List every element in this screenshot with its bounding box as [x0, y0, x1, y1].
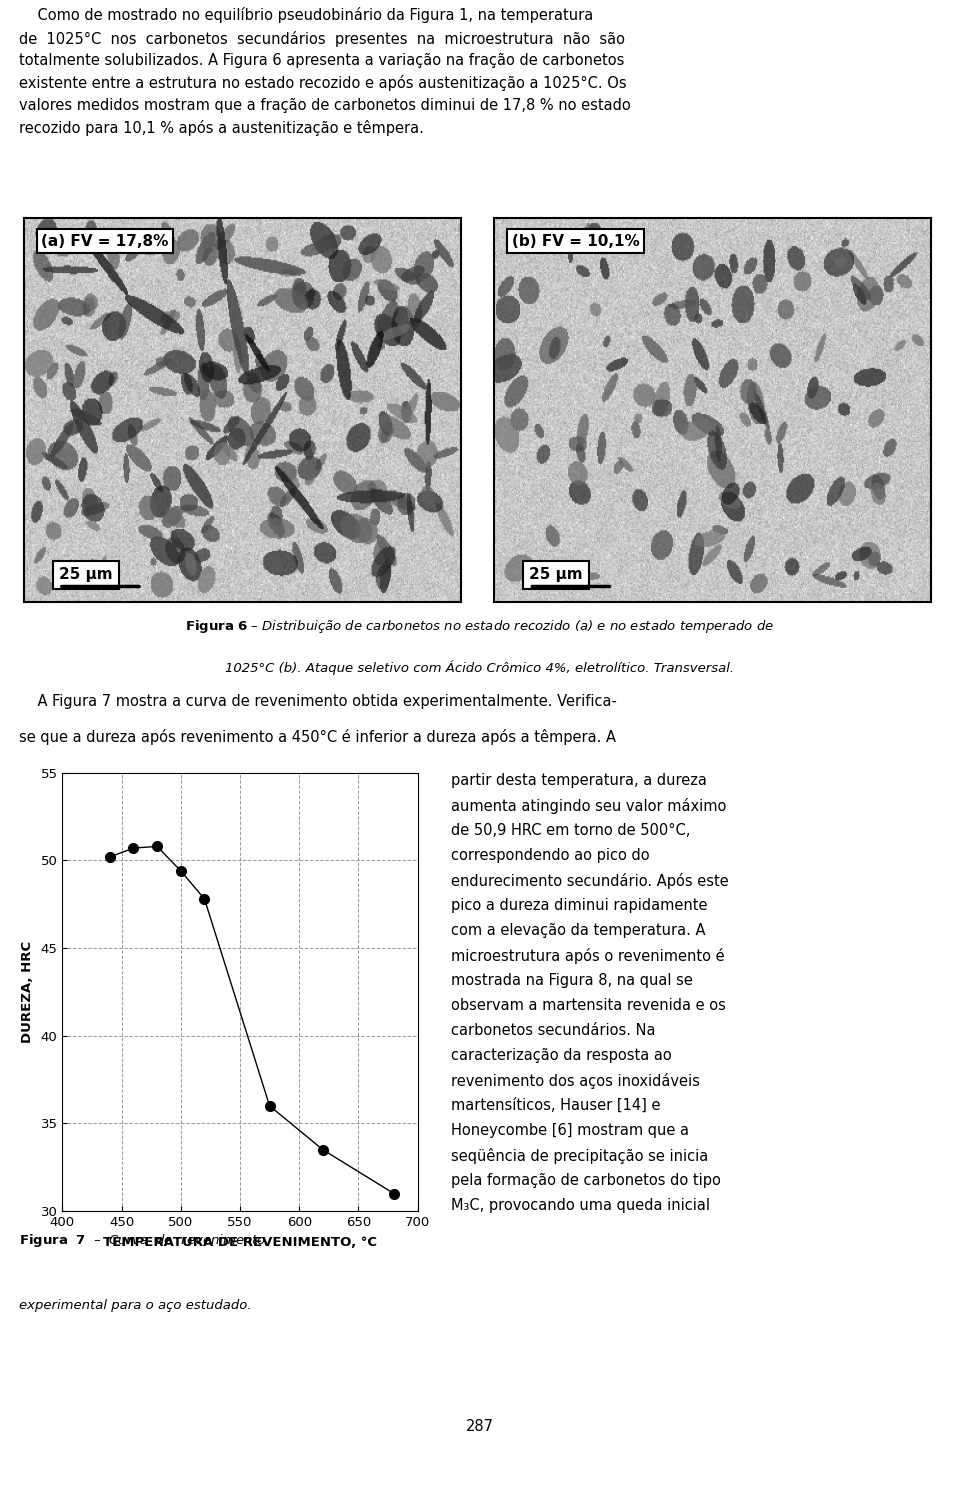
- Text: microestrutura após o revenimento é: microestrutura após o revenimento é: [451, 948, 725, 964]
- Text: mostrada na Figura 8, na qual se: mostrada na Figura 8, na qual se: [451, 973, 693, 988]
- Text: partir desta temperatura, a dureza: partir desta temperatura, a dureza: [451, 773, 708, 788]
- Text: de 50,9 HRC em torno de 500°C,: de 50,9 HRC em torno de 500°C,: [451, 823, 690, 838]
- Text: 25 μm: 25 μm: [59, 568, 112, 583]
- Text: aumenta atingindo seu valor máximo: aumenta atingindo seu valor máximo: [451, 798, 727, 814]
- Text: (a) FV = 17,8%: (a) FV = 17,8%: [41, 233, 169, 248]
- Text: pela formação de carbonetos do tipo: pela formação de carbonetos do tipo: [451, 1172, 721, 1187]
- Text: Honeycombe [6] mostram que a: Honeycombe [6] mostram que a: [451, 1123, 689, 1138]
- Text: 1025°C (b). Ataque seletivo com Ácido Crômico 4%, eletrolítico. Transversal.: 1025°C (b). Ataque seletivo com Ácido Cr…: [226, 661, 734, 675]
- Text: M₃C, provocando uma queda inicial: M₃C, provocando uma queda inicial: [451, 1198, 710, 1213]
- Text: martensíticos, Hauser [14] e: martensíticos, Hauser [14] e: [451, 1098, 660, 1113]
- Text: Como de mostrado no equilíbrio pseudobinário da Figura 1, na temperatura
de  102: Como de mostrado no equilíbrio pseudobin…: [19, 7, 631, 137]
- Text: $\bf{Figura\ 6}$ – Distribuição de carbonetos no estado recozido (a) e no estado: $\bf{Figura\ 6}$ – Distribuição de carbo…: [185, 618, 775, 635]
- X-axis label: TEMPERATURA DE REVENIMENTO, °C: TEMPERATURA DE REVENIMENTO, °C: [103, 1236, 377, 1248]
- Y-axis label: DUREZA, HRC: DUREZA, HRC: [20, 941, 34, 1043]
- Text: seqüência de precipitação se inicia: seqüência de precipitação se inicia: [451, 1147, 708, 1164]
- Text: experimental para o aço estudado.: experimental para o aço estudado.: [19, 1299, 252, 1312]
- Text: caracterização da resposta ao: caracterização da resposta ao: [451, 1048, 672, 1062]
- Text: endurecimento secundário. Após este: endurecimento secundário. Após este: [451, 872, 729, 889]
- Text: (b) FV = 10,1%: (b) FV = 10,1%: [512, 233, 639, 248]
- Text: $\bf{Figura}$  $\bf{7}$  –  Curva  de  revenimento: $\bf{Figura}$ $\bf{7}$ – Curva de reveni…: [19, 1232, 267, 1248]
- Text: pico a dureza diminui rapidamente: pico a dureza diminui rapidamente: [451, 898, 708, 912]
- Text: 287: 287: [466, 1419, 494, 1434]
- Text: revenimento dos aços inoxidáveis: revenimento dos aços inoxidáveis: [451, 1073, 700, 1089]
- Text: se que a dureza após revenimento a 450°C é inferior a dureza após a têmpera. A: se que a dureza após revenimento a 450°C…: [19, 728, 616, 744]
- Text: com a elevação da temperatura. A: com a elevação da temperatura. A: [451, 923, 706, 938]
- Text: correspondendo ao pico do: correspondendo ao pico do: [451, 847, 650, 863]
- Text: 25 μm: 25 μm: [529, 568, 583, 583]
- Text: A Figura 7 mostra a curva de revenimento obtida experimentalmente. Verifica-: A Figura 7 mostra a curva de revenimento…: [19, 694, 617, 709]
- Text: observam a martensita revenida e os: observam a martensita revenida e os: [451, 997, 726, 1013]
- Text: carbonetos secundários. Na: carbonetos secundários. Na: [451, 1022, 656, 1037]
